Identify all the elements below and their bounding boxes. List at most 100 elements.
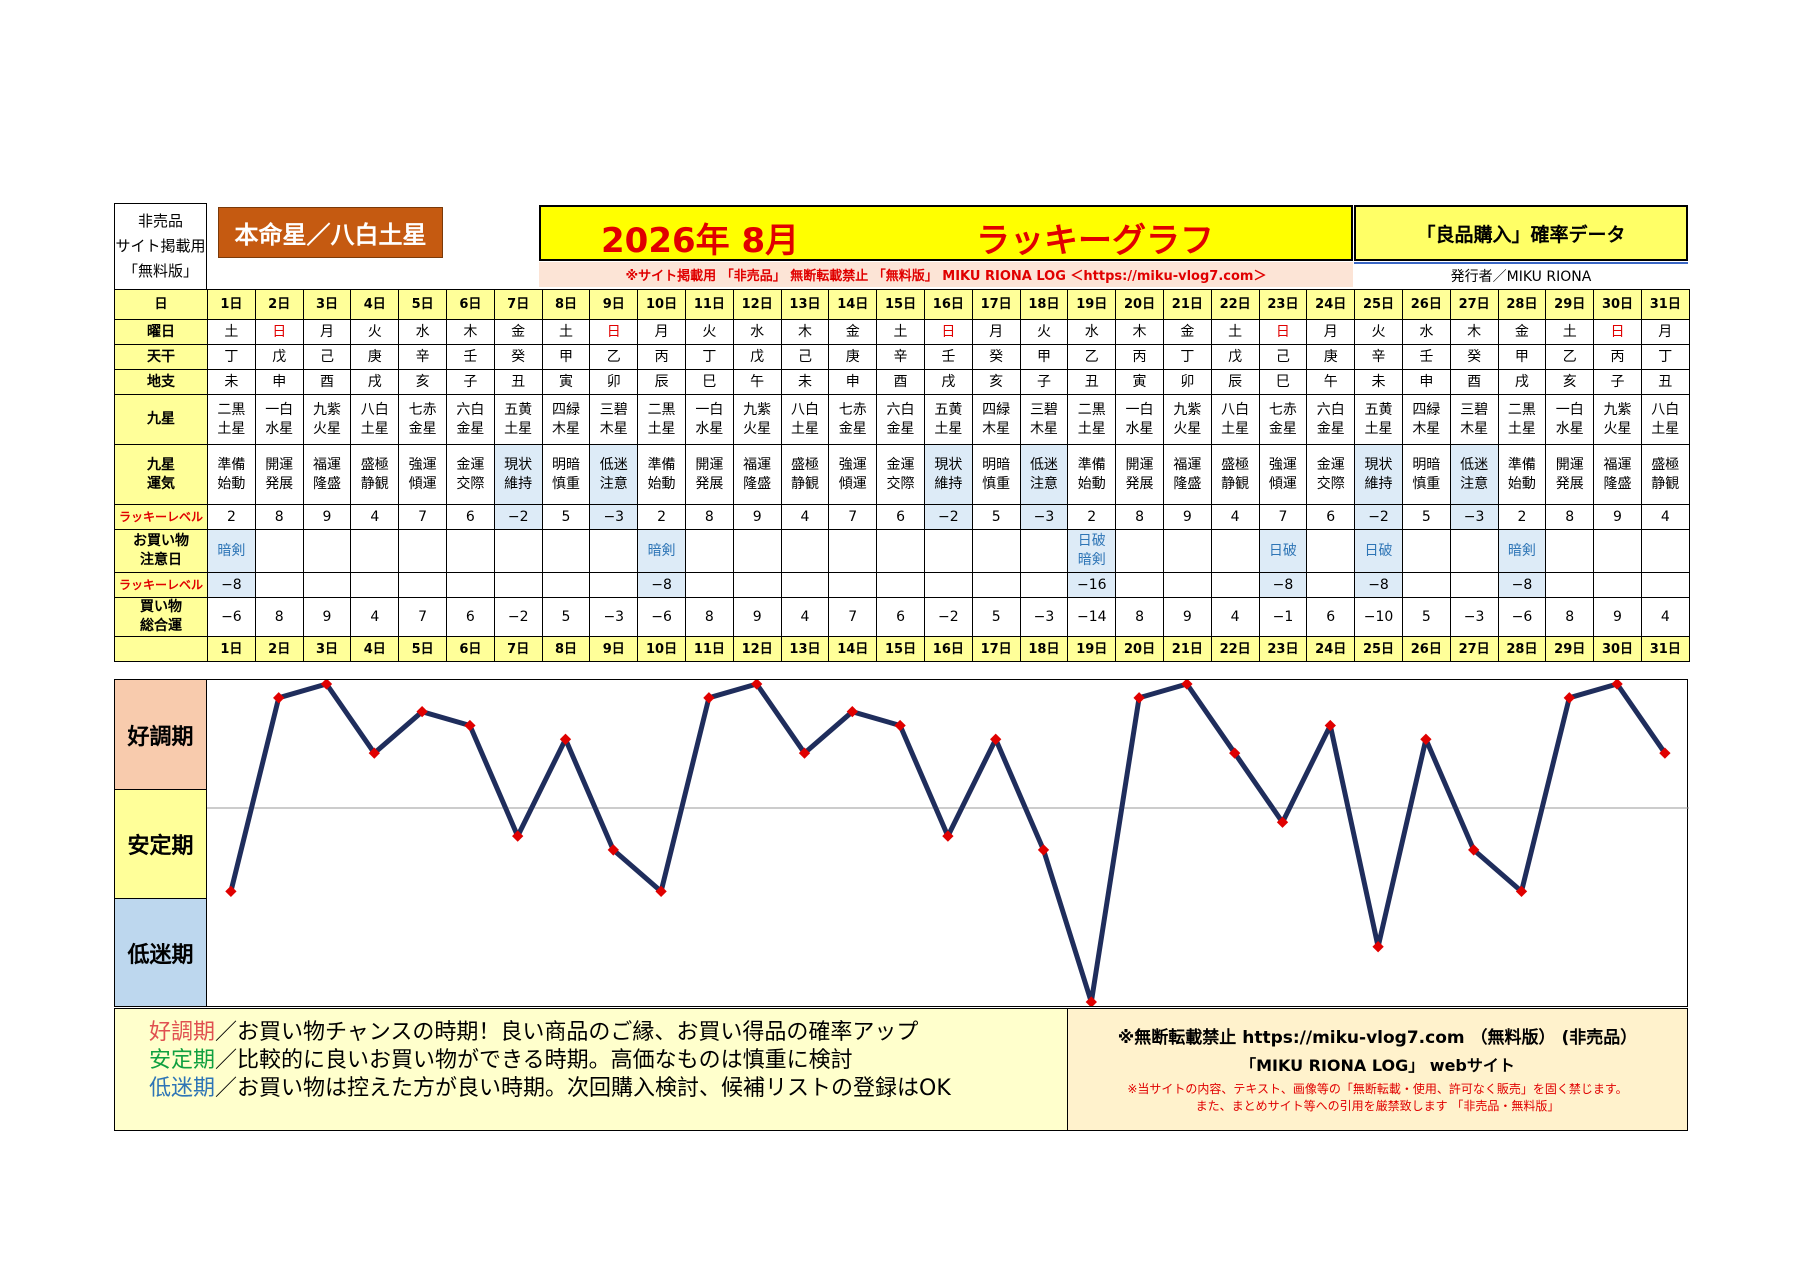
lucky-level-cell: 2 [1067,504,1117,530]
kyusei-cell: 七赤 金星 [398,394,447,445]
lucky-level-2-cell [1162,572,1212,598]
caution-cell [971,529,1021,573]
unki-cell: 明暗 慎重 [971,444,1021,505]
unki-cell-line: 準備 [647,456,676,473]
row-label-kyusei: 九星 [114,394,208,445]
lucky-level-cell: 9 [1593,504,1642,530]
chishi-cell: 子 [1593,369,1642,395]
kyusei-cell-line: 金星 [408,420,437,437]
unki-cell-line: 強運 [408,456,437,473]
total-cell: 5 [541,597,591,637]
day-cell: 18日 [1019,636,1069,662]
kyusei-cell-line: 土星 [504,420,533,437]
kyusei-cell-line: 火星 [312,420,341,437]
chishi-cell: 戌 [1497,369,1547,395]
caution-cell [1019,529,1069,573]
publisher: 発行者／MIKU RIONA [1354,262,1688,287]
kyusei-cell: 二黒 土星 [1067,394,1117,445]
day-cell: 13日 [780,289,830,320]
tenkan-cell: 癸 [1449,344,1499,370]
weekday-cell: 月 [302,319,352,345]
warning-line: ※当サイトの内容、テキスト、画像等の「無断転載・使用、許可なく販売」を固く禁じま… [1127,1082,1628,1096]
day-cell: 27日 [1449,289,1499,320]
kyusei-cell: 四緑 木星 [541,394,591,445]
day-cell: 1日 [207,289,256,320]
kyusei-cell: 五黄 土星 [493,394,543,445]
edition-line: 「無料版」 [122,262,198,280]
lucky-level-2-cell [398,572,447,598]
kyusei-cell-line: 三碧 [599,401,628,418]
data-point [1611,680,1623,690]
unki-cell-line: 福運 [1173,456,1202,473]
site-name: 「MIKU RIONA LOG」 webサイト [1240,1056,1515,1075]
edition-line: サイト掲載用 [115,237,206,255]
kyusei-cell-line: 四緑 [551,401,580,418]
lucky-level-2-cell [1306,572,1356,598]
chishi-cell: 辰 [637,369,686,395]
fortune-chart: 好調期 安定期 低迷期 [114,679,1689,1007]
tenkan-cell: 庚 [1306,344,1356,370]
day-cell: 8日 [541,289,591,320]
unki-cell-line: 準備 [1507,456,1536,473]
unki-cell-line: 慎重 [982,475,1011,492]
unki-cell-line: 準備 [1077,456,1106,473]
unki-cell: 金運 交際 [445,444,495,505]
row-label-unki: 九星 運気 [114,444,208,505]
caution-cell [1593,529,1642,573]
caution-cell [350,529,400,573]
row-label-lucky-level: ラッキーレベル [114,504,208,530]
day-cell: 17日 [971,636,1021,662]
lucky-level-2-cell [780,572,830,598]
lucky-level-2-cell [828,572,878,598]
weekday-cell: 水 [732,319,782,345]
unki-cell: 現状 維持 [923,444,973,505]
chart-plot [207,680,1689,1006]
day-cell: 29日 [1545,636,1595,662]
unki-cell: 低迷 注意 [1019,444,1069,505]
band-low: 低迷期 [115,898,207,1006]
tenkan-cell: 丙 [637,344,686,370]
chishi-cell: 酉 [876,369,925,395]
lucky-level-cell: 2 [1497,504,1547,530]
tenkan-cell: 乙 [1067,344,1117,370]
data-point [273,692,285,704]
kyusei-cell: 六白 金星 [1306,394,1356,445]
chishi-cell: 申 [254,369,304,395]
kyusei-cell: 九紫 火星 [1162,394,1212,445]
day-cell: 15日 [876,636,925,662]
legend-low: 低迷期／お買い物は控えた方が良い時期。次回購入検討、候補リストの登録はOK [149,1075,1033,1103]
tenkan-cell: 壬 [445,344,495,370]
day-cell: 6日 [445,289,495,320]
day-cell: 27日 [1449,636,1499,662]
kyusei-cell-line: 五黄 [504,401,533,418]
row-label-tenkan: 天干 [114,344,208,370]
weekday-cell: 土 [876,319,925,345]
tenkan-cell: 乙 [589,344,639,370]
total-cell: 8 [1545,597,1595,637]
total-cell: 9 [1593,597,1642,637]
unki-cell: 盛極 静観 [780,444,830,505]
day-cell: 5日 [398,289,447,320]
tenkan-cell: 庚 [350,344,400,370]
data-point [1659,747,1671,759]
kyusei-cell-line: 三碧 [1029,401,1058,418]
unki-cell-line: 低迷 [1460,456,1489,473]
caution-cell [1449,529,1499,573]
caution-cell [1545,529,1595,573]
data-point [1085,996,1097,1006]
lucky-level-cell: 4 [350,504,400,530]
day-cell: 12日 [732,289,782,320]
unki-cell-line: 隆盛 [743,475,772,492]
kyusei-cell-line: 九紫 [1603,401,1632,418]
unki-cell-line: 静観 [1651,475,1680,492]
tenkan-cell: 辛 [1354,344,1403,370]
series-line [228,681,1667,1005]
kyusei-cell-line: 土星 [1651,420,1680,437]
lucky-level-2-cell [1449,572,1499,598]
lucky-level-cell: 4 [780,504,830,530]
kyusei-cell: 一白 水星 [1545,394,1595,445]
chishi-cell: 丑 [1067,369,1117,395]
kyusei-cell: 八白 土星 [350,394,400,445]
total-cell: −2 [923,597,973,637]
total-cell: 7 [828,597,878,637]
